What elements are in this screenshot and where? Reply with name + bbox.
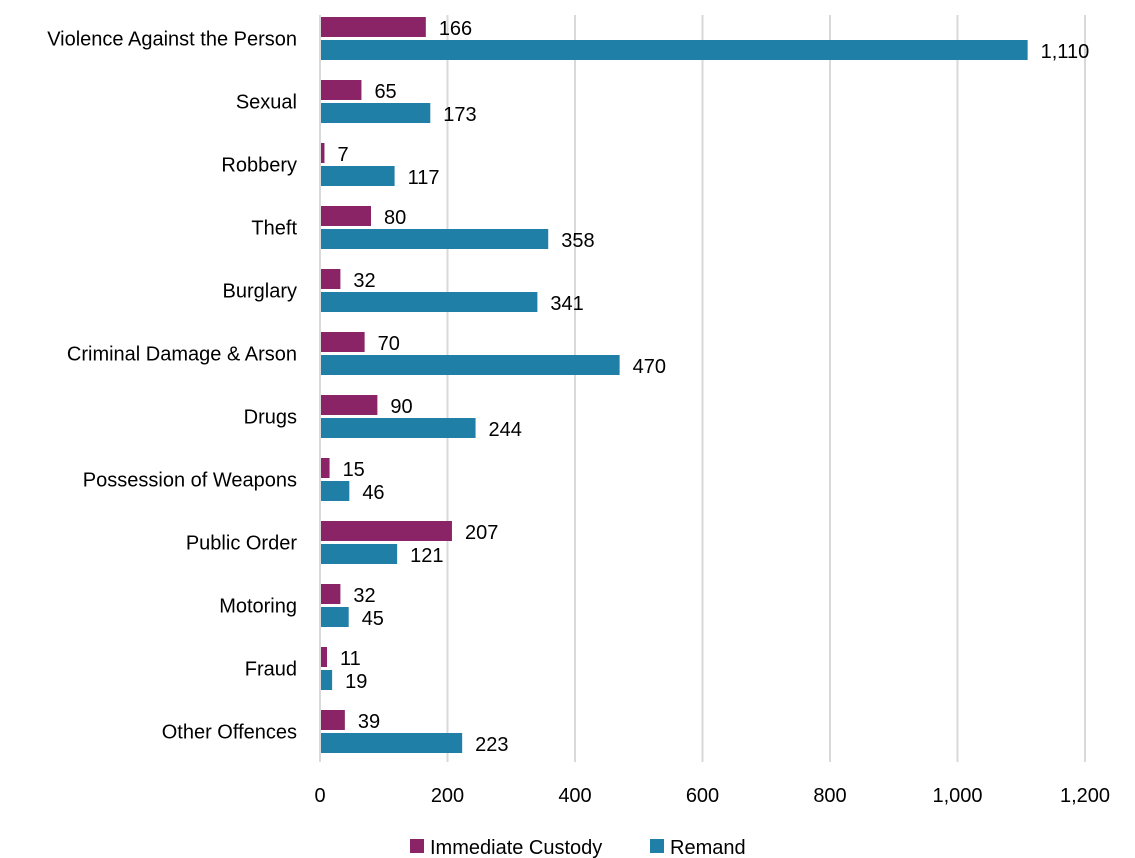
data-label: 121	[410, 545, 443, 567]
bar-remand	[320, 292, 538, 312]
legend-label: Remand	[670, 837, 746, 858]
x-tick-label: 1,000	[932, 785, 982, 807]
bar-remand	[320, 418, 476, 438]
bar-remand	[320, 481, 350, 501]
data-label: 7	[337, 144, 348, 166]
bar-remand	[320, 544, 398, 564]
category-label: Robbery	[221, 155, 297, 177]
legend-label: Immediate Custody	[430, 837, 602, 858]
bar-immediate-custody	[320, 710, 345, 730]
data-label: 90	[390, 396, 412, 418]
x-tick-label: 200	[431, 785, 464, 807]
category-label: Theft	[251, 218, 297, 240]
bar-immediate-custody	[320, 584, 341, 604]
bar-remand	[320, 733, 463, 753]
category-label: Motoring	[219, 596, 297, 618]
gridlines	[446, 15, 1086, 762]
data-label: 244	[489, 419, 522, 441]
data-label: 117	[408, 167, 440, 189]
category-label: Other Offences	[162, 722, 297, 744]
data-label: 341	[550, 293, 583, 315]
data-label: 65	[374, 81, 396, 103]
bar-immediate-custody	[320, 206, 371, 226]
bar-remand	[320, 40, 1028, 60]
data-label: 80	[384, 207, 406, 229]
x-tick-label: 600	[686, 785, 719, 807]
category-label: Burglary	[223, 281, 297, 303]
x-tick-label: 400	[558, 785, 591, 807]
bar-remand	[320, 103, 431, 123]
category-label: Drugs	[244, 407, 297, 429]
bar-immediate-custody	[320, 17, 426, 37]
bar-immediate-custody	[320, 395, 378, 415]
data-label: 11	[340, 648, 361, 670]
data-label: 207	[465, 522, 498, 544]
bar-remand	[320, 355, 620, 375]
data-label: 32	[353, 270, 375, 292]
legend-swatch-immediate-custody	[410, 839, 424, 853]
data-label: 32	[353, 585, 375, 607]
legend-swatch-remand	[650, 839, 664, 853]
x-tick-labels: 0 200 400 600 800 1,000 1,200	[314, 785, 1110, 807]
data-label: 470	[633, 356, 666, 378]
bar-immediate-custody	[320, 269, 341, 289]
data-label: 45	[362, 608, 384, 630]
category-label: Public Order	[186, 533, 297, 555]
data-label: 19	[345, 671, 367, 693]
bar-immediate-custody	[320, 332, 365, 352]
data-label: 1,110	[1041, 41, 1090, 63]
x-tick-label: 1,200	[1060, 785, 1110, 807]
bar-immediate-custody	[320, 80, 362, 100]
data-label: 358	[561, 230, 594, 252]
bar-remand	[320, 670, 333, 690]
data-label: 166	[439, 18, 472, 40]
bar-remand	[320, 229, 549, 249]
data-label: 15	[343, 459, 365, 481]
category-label: Sexual	[236, 92, 297, 114]
data-label: 70	[378, 333, 400, 355]
category-label: Violence Against the Person	[47, 29, 297, 51]
bar-remand	[320, 607, 349, 627]
data-label: 223	[475, 734, 508, 756]
data-label: 39	[358, 711, 380, 733]
data-labels: 1661,11065173711780358323417047090244154…	[337, 18, 1089, 756]
category-label: Criminal Damage & Arson	[67, 344, 297, 366]
category-labels: Violence Against the Person Sexual Robbery…	[47, 29, 297, 744]
data-label: 173	[443, 104, 476, 126]
bar-immediate-custody	[320, 521, 452, 541]
bar-immediate-custody	[320, 143, 325, 163]
category-label: Fraud	[245, 659, 297, 681]
bars	[320, 17, 1028, 753]
bar-immediate-custody	[320, 458, 330, 478]
legend: Immediate Custody Remand	[410, 837, 746, 858]
data-label: 46	[362, 482, 384, 504]
x-tick-label: 800	[813, 785, 846, 807]
category-label: Possession of Weapons	[83, 470, 297, 492]
x-tick-label: 0	[314, 785, 325, 807]
bar-immediate-custody	[320, 647, 328, 667]
bar-remand	[320, 166, 395, 186]
